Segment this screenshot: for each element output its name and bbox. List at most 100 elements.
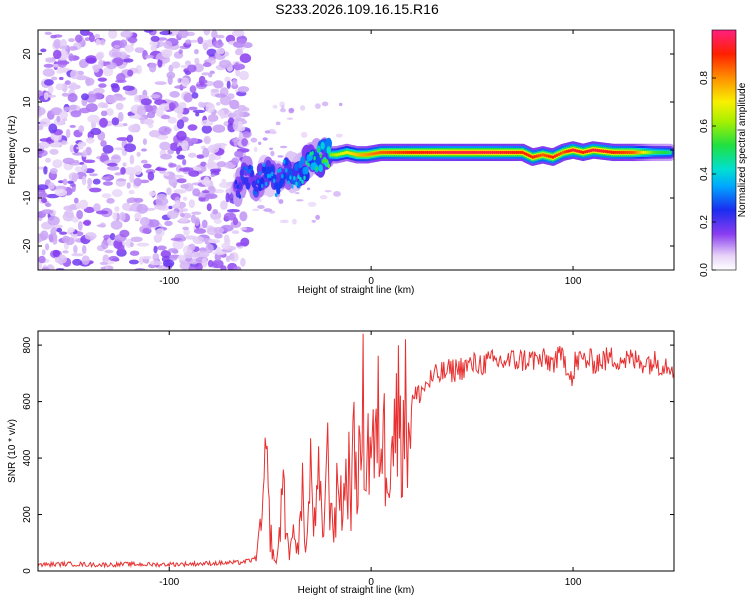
noise-blob (105, 94, 118, 104)
noise-blob (142, 228, 150, 234)
ridge-mark (537, 154, 540, 158)
noise-blob (233, 41, 245, 48)
noise-blob (179, 212, 185, 218)
noise-blob (212, 259, 224, 269)
noise-blob (83, 159, 96, 164)
noise-blob (160, 153, 173, 160)
ridge-mark (309, 151, 312, 157)
ridge-mark (503, 150, 506, 155)
ridge-mark (474, 150, 478, 155)
ridge-mark (660, 150, 664, 155)
noise-blob (59, 39, 67, 48)
noise-blob (64, 80, 71, 85)
noise-blob (270, 150, 275, 157)
noise-blob (232, 30, 245, 37)
noise-blob (68, 53, 74, 62)
noise-blob (49, 148, 59, 155)
snr-ytick-label: 0 (22, 568, 33, 574)
noise-blob (45, 243, 50, 251)
noise-blob (56, 70, 64, 74)
ridge-mark (650, 150, 653, 155)
ridge-mark (608, 150, 611, 154)
noise-blob (226, 80, 231, 89)
noise-blob (70, 110, 82, 118)
noise-blob (258, 141, 262, 145)
ridge-mark (293, 176, 296, 181)
ridge-mark (289, 175, 292, 180)
noise-blob (193, 228, 207, 234)
noise-blob (171, 61, 181, 69)
noise-blob (214, 233, 223, 239)
noise-blob (128, 259, 139, 265)
noise-blob (141, 255, 152, 260)
noise-blob (198, 101, 205, 108)
noise-blob (232, 120, 239, 130)
noise-blob (152, 253, 160, 262)
ridge-mark (355, 153, 359, 157)
ridge-mark (408, 150, 411, 155)
noise-blob (48, 123, 58, 134)
noise-blob (86, 137, 95, 144)
noise-blob (263, 208, 273, 212)
noise-blob (144, 54, 154, 59)
ridge-mark (450, 150, 454, 155)
noise-blob (269, 147, 274, 150)
noise-blob (205, 102, 215, 113)
ridge-mark (307, 162, 310, 167)
noise-blob (52, 49, 62, 60)
noise-blob (216, 161, 227, 168)
ridge-mark (337, 152, 340, 156)
ridge-mark (392, 150, 395, 155)
noise-blob (94, 33, 101, 39)
ridge-mark (567, 149, 571, 153)
ridge-mark (575, 149, 579, 153)
snr-ytick-label: 200 (22, 506, 33, 523)
ridge-mark (422, 150, 425, 155)
noise-blob (213, 189, 225, 194)
noise-blob (339, 102, 343, 107)
noise-blob (43, 63, 54, 68)
ridge-mark (586, 149, 589, 154)
ridge-mark (331, 153, 334, 157)
noise-blob (41, 267, 50, 270)
ridge-mark (400, 150, 403, 155)
ridge-mark (634, 150, 637, 155)
ridge-mark (420, 150, 423, 155)
noise-blob (202, 39, 210, 50)
ridge-mark (394, 150, 397, 155)
noise-blob (99, 39, 106, 46)
noise-blob (307, 201, 317, 207)
noise-blob (153, 245, 158, 254)
ridge-mark (285, 168, 288, 173)
noise-blob (124, 44, 134, 53)
ridge-mark (327, 163, 330, 169)
ridge-mark (479, 150, 482, 155)
noise-blob (58, 180, 64, 184)
noise-blob (41, 249, 46, 256)
noise-blob (148, 191, 156, 197)
noise-blob (207, 114, 219, 122)
ridge-mark (250, 165, 254, 171)
spectrogram-ytick-label: -10 (22, 190, 33, 205)
spectrogram-ridge (231, 137, 674, 207)
noise-blob (71, 253, 84, 257)
noise-blob (129, 242, 134, 248)
noise-blob (88, 34, 95, 43)
noise-blob (174, 174, 184, 178)
noise-blob (188, 265, 196, 270)
ridge-mark (553, 154, 557, 158)
ridge-mark (283, 159, 286, 164)
ridge-mark (361, 153, 365, 157)
ridge-mark (325, 137, 333, 150)
noise-blob (162, 259, 175, 268)
noise-blob (95, 210, 109, 215)
noise-blob (119, 229, 130, 238)
noise-blob (110, 220, 123, 230)
ridge-mark (295, 181, 298, 187)
noise-blob (212, 124, 226, 133)
noise-blob (174, 107, 183, 114)
noise-blob (55, 83, 64, 91)
noise-blob (136, 203, 149, 214)
ridge-mark (351, 152, 355, 156)
snr-panel: -100 0 100 0 200 400 600 800 Height of straigh… (7, 330, 675, 596)
